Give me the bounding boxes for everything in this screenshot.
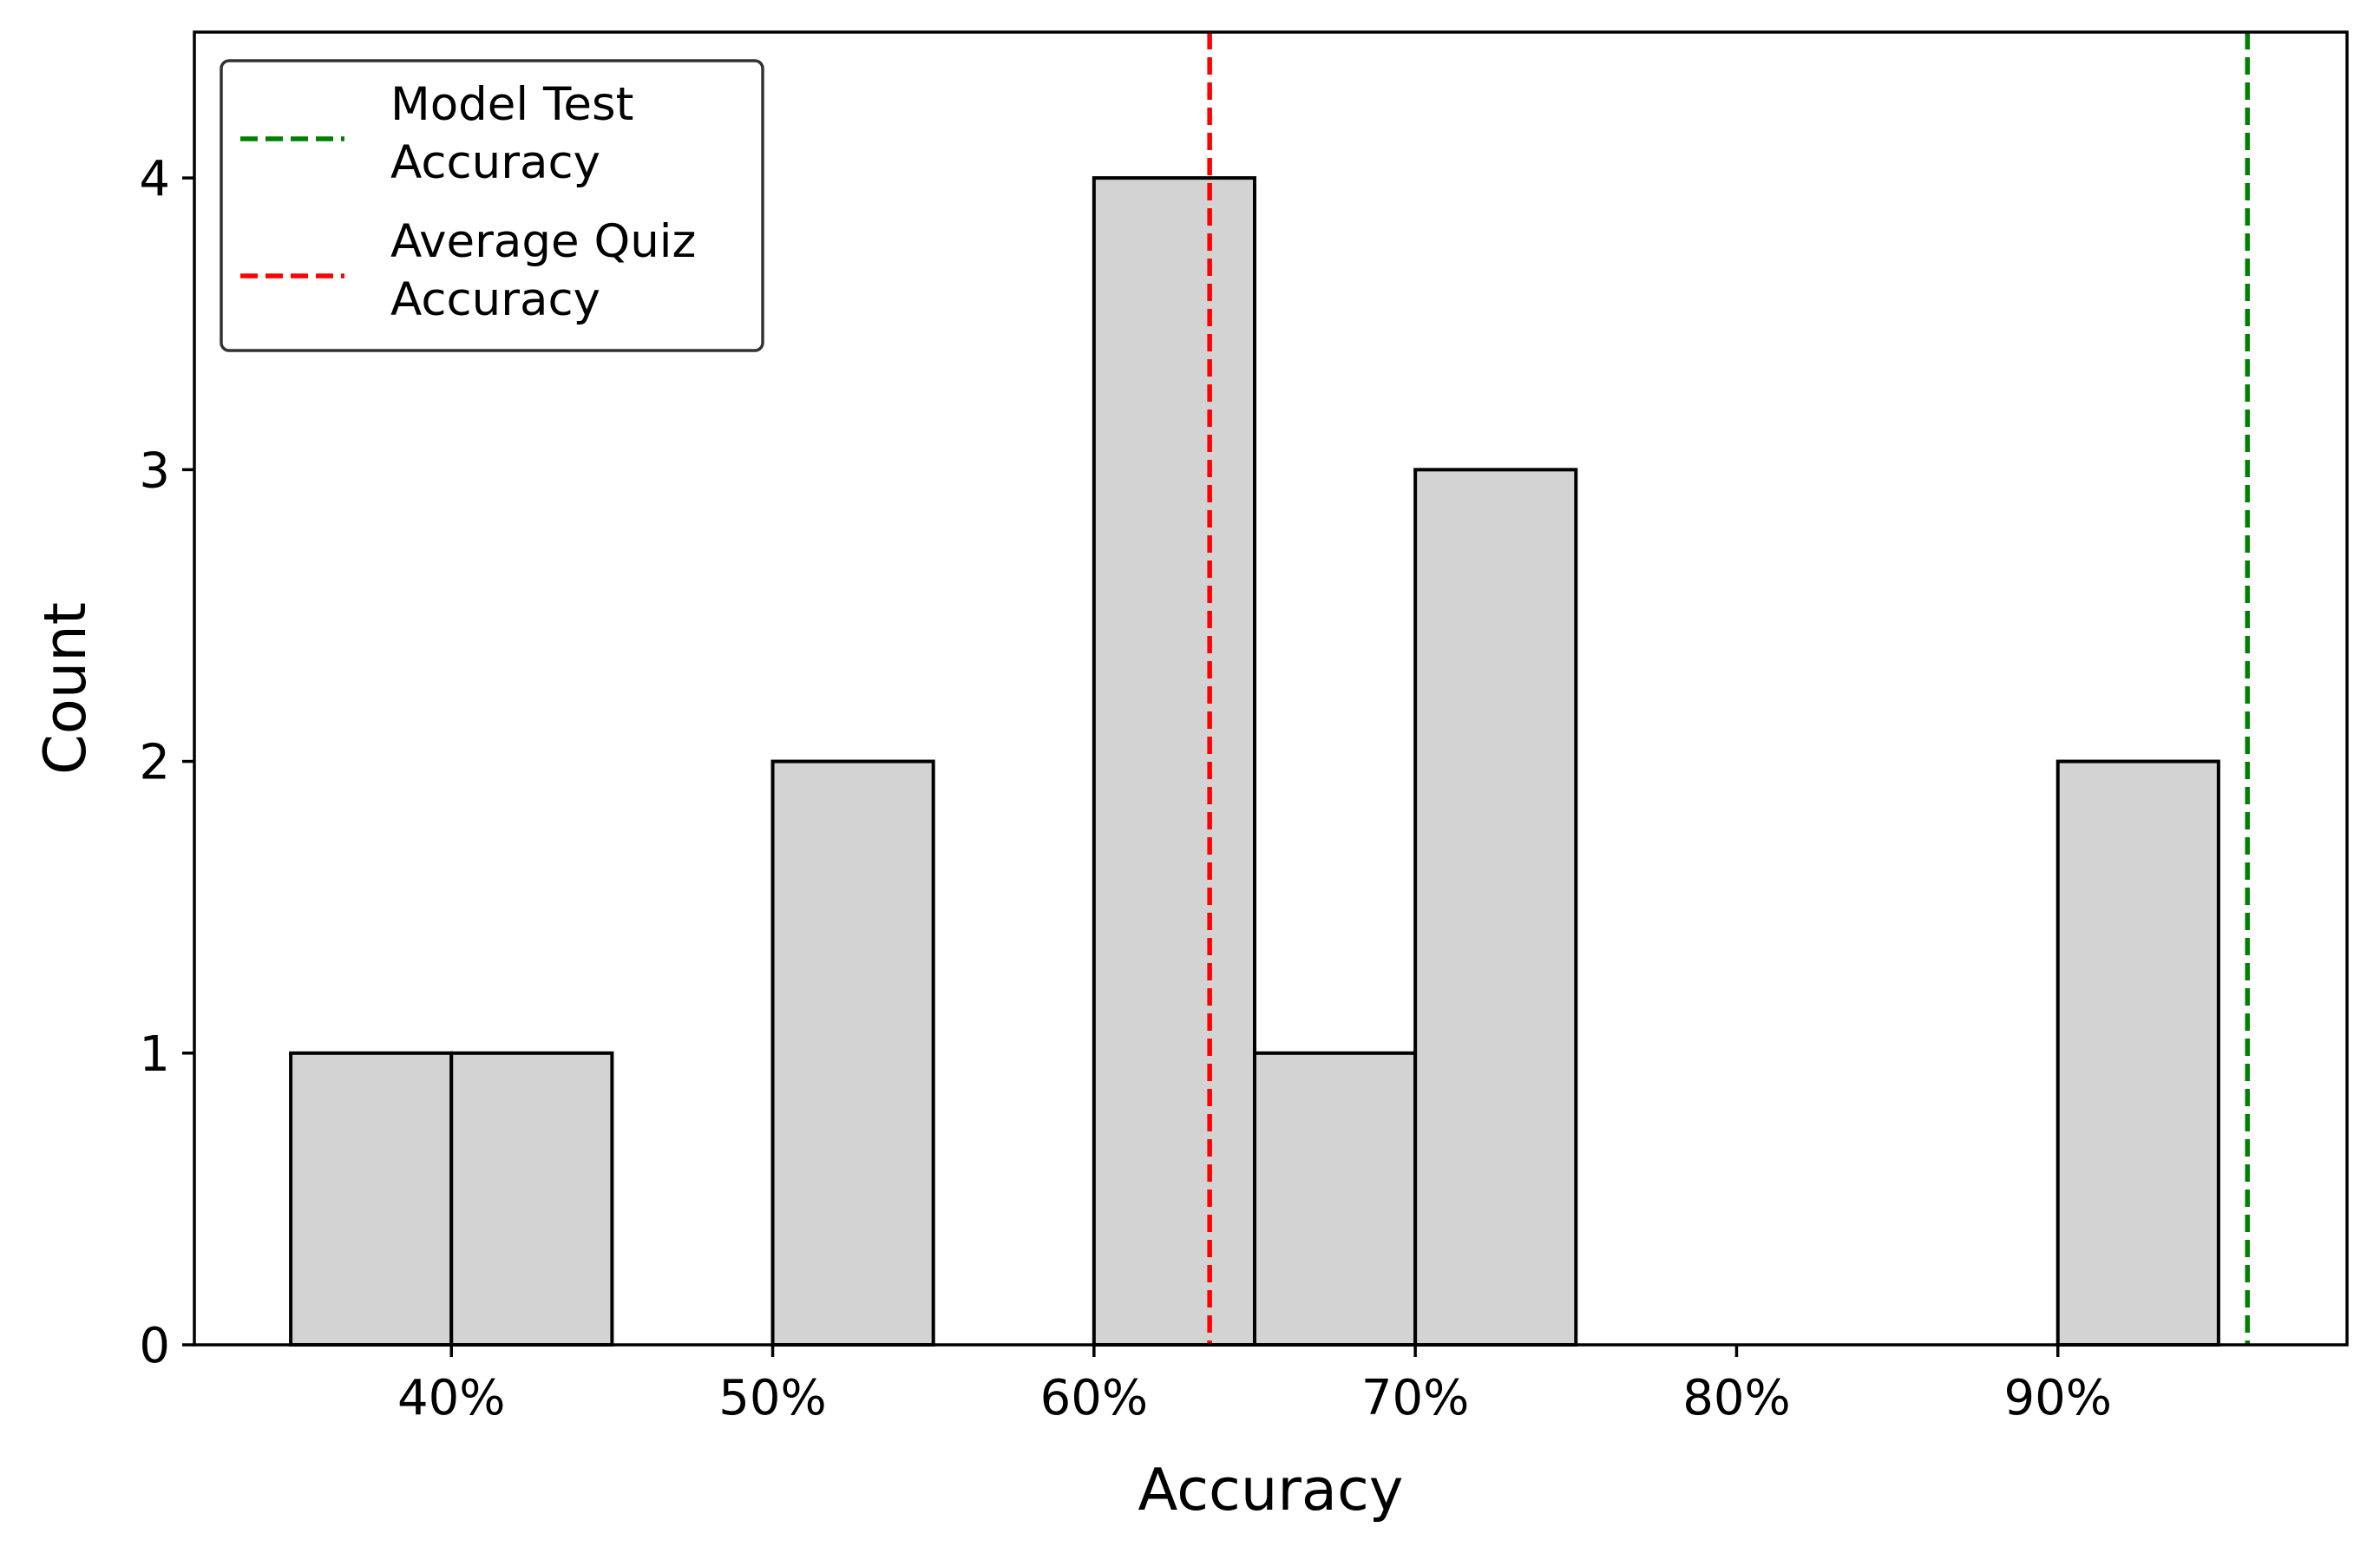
axes: 40% 50% 60% 70% 80% 90% 0 1 2 3 4 Accuracy Count bbox=[31, 30, 2349, 1524]
x-tick-label: 90% bbox=[2003, 1370, 2111, 1426]
y-tick-label: 0 bbox=[139, 1318, 170, 1374]
x-tick-label: 60% bbox=[1040, 1370, 1148, 1426]
x-tick-label: 40% bbox=[397, 1370, 505, 1426]
y-axis-title: Count bbox=[31, 602, 99, 775]
legend: Model Test Accuracy Average Quiz Accuracy bbox=[220, 59, 764, 352]
x-tick-label: 50% bbox=[718, 1370, 826, 1426]
y-tick-label: 4 bbox=[139, 151, 170, 207]
legend-label: Average Quiz Accuracy bbox=[390, 215, 696, 326]
legend-box bbox=[220, 59, 764, 352]
x-axis-title: Accuracy bbox=[1138, 1456, 1404, 1524]
y-tick-label: 3 bbox=[139, 442, 170, 499]
histogram-bar bbox=[2055, 759, 2220, 1347]
histogram-bar bbox=[1413, 468, 1578, 1347]
y-tick-label: 1 bbox=[139, 1026, 170, 1083]
histogram-bar bbox=[289, 1051, 454, 1347]
histogram-bar bbox=[1092, 176, 1256, 1347]
histogram-bar bbox=[770, 759, 935, 1347]
reference-lines bbox=[1207, 32, 2250, 1345]
legend-label: Model Test Accuracy bbox=[390, 78, 633, 189]
x-tick-label: 70% bbox=[1361, 1370, 1469, 1426]
histogram-bar bbox=[1252, 1051, 1418, 1347]
x-tick-label: 80% bbox=[1682, 1370, 1790, 1426]
y-tick-label: 2 bbox=[139, 735, 170, 791]
histogram-bar bbox=[449, 1051, 614, 1347]
histogram-bars bbox=[289, 176, 2220, 1347]
plot-frame bbox=[193, 30, 2349, 1347]
